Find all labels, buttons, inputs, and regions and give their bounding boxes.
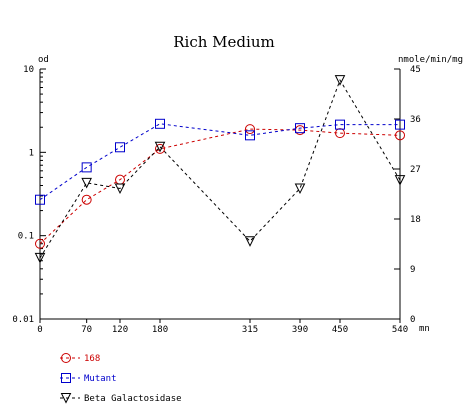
- chart-title: Rich Medium: [173, 33, 274, 51]
- axis-ticks: 0 70 120 180 315 390 450 540 10 1 0.1 0.01 45 36 27 18 9…: [12, 65, 421, 335]
- data-point-square: [155, 118, 165, 129]
- x-tick-label: 0: [37, 325, 42, 335]
- legend-label: 168: [84, 354, 100, 364]
- legend-marker-square: [61, 373, 71, 383]
- data-point-square: [115, 142, 125, 153]
- legend-label: Beta Galactosidase: [84, 394, 182, 404]
- y-right-tick-label: 18: [410, 215, 421, 225]
- data-point-triangle-down: [334, 75, 346, 86]
- legend-marker-triangle-down: [60, 393, 72, 404]
- x-tick-label: 315: [242, 325, 258, 335]
- data-point-square: [35, 194, 45, 205]
- data-point-circle: [155, 143, 165, 154]
- data-point-triangle-down: [244, 236, 256, 247]
- x-tick-label: 120: [112, 325, 128, 335]
- x-tick-label: 450: [332, 325, 348, 335]
- data-point-circle: [81, 194, 92, 205]
- y-right-tick-label: 45: [410, 65, 421, 75]
- legend-marker-circle: [61, 353, 71, 363]
- data-point-triangle-down: [34, 252, 46, 264]
- data-point-triangle-down: [394, 175, 406, 186]
- data-point-circle: [395, 130, 405, 141]
- y-left-tick-label: 0.1: [18, 232, 34, 242]
- data-point-circle: [335, 128, 345, 139]
- legend: 168 Mutant Beta Galactosidase: [60, 353, 182, 404]
- x-axis-label: mn: [419, 324, 430, 334]
- series-markers: [34, 75, 406, 264]
- data-point-square: [245, 130, 255, 141]
- y-right-tick-label: 0: [410, 315, 415, 325]
- series-lines: [39, 78, 401, 259]
- y-right-tick-label: 36: [410, 115, 421, 125]
- y-left-tick-label: 0.01: [12, 315, 34, 325]
- x-tick-label: 540: [392, 325, 408, 335]
- y-right-tick-label: 9: [410, 265, 415, 275]
- data-point-triangle-down: [114, 183, 126, 195]
- data-point-square: [335, 119, 345, 130]
- legend-label: Mutant: [84, 374, 117, 384]
- data-point-triangle-down: [294, 183, 306, 195]
- series-line-1: [39, 123, 400, 201]
- data-point-triangle-down: [81, 177, 92, 189]
- data-point-square: [81, 162, 92, 173]
- y-right-axis-label: nmole/min/mg: [398, 55, 463, 65]
- y-left-tick-label: 1: [29, 148, 34, 158]
- data-point-square: [295, 123, 305, 134]
- data-point-circle: [245, 124, 255, 135]
- x-tick-label: 70: [81, 325, 92, 335]
- y-left-tick-label: 10: [23, 65, 34, 75]
- y-left-axis-label: od: [38, 55, 49, 65]
- data-point-circle: [35, 238, 45, 249]
- series-line-2: [39, 78, 401, 259]
- series-line-0: [39, 128, 401, 245]
- y-right-tick-label: 27: [410, 165, 421, 175]
- data-point-triangle-down: [154, 141, 166, 153]
- x-tick-label: 180: [152, 325, 168, 335]
- x-tick-label: 390: [292, 325, 308, 335]
- data-point-square: [395, 119, 405, 130]
